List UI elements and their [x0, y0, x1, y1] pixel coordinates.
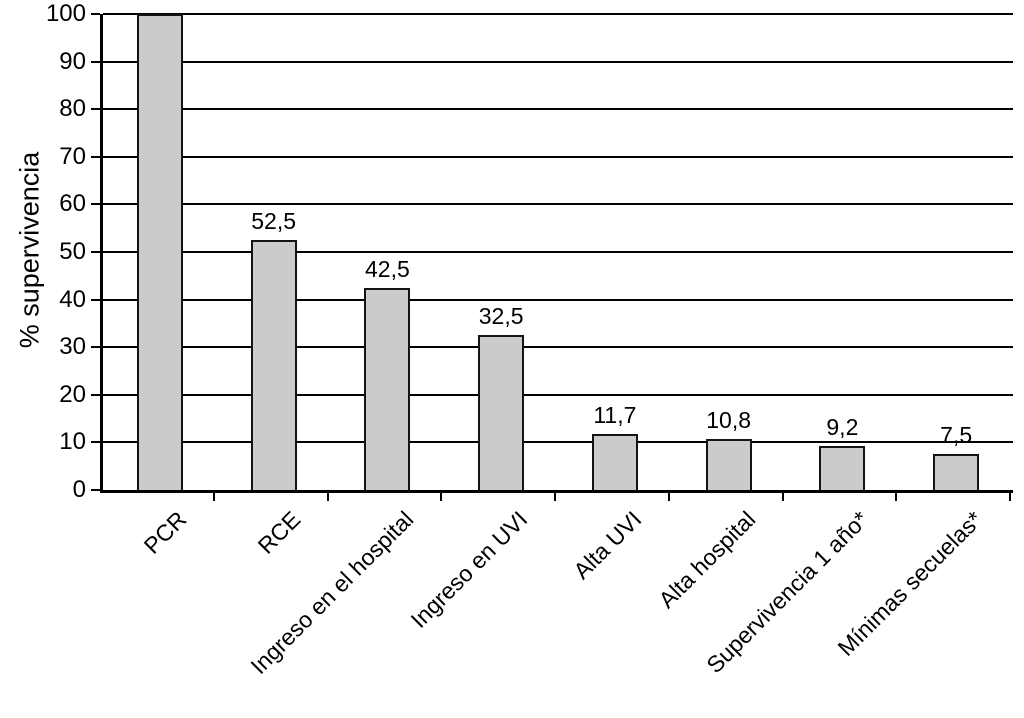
x-axis-label: Supervivencia 1 año* [701, 506, 874, 679]
gridline [103, 346, 1013, 349]
bar-value-label: 7,5 [940, 422, 973, 449]
x-axis-label: RCE [252, 506, 306, 559]
gridline [103, 441, 1013, 444]
y-tick-mark [91, 346, 100, 349]
y-tick-mark [91, 298, 100, 301]
bar [933, 454, 980, 490]
y-tick-mark [91, 203, 100, 206]
bar-value-label: 11,7 [593, 402, 637, 429]
gridline [103, 108, 1013, 111]
y-tick-label: 10 [59, 428, 86, 456]
x-axis-label: Ingreso en el hospital [245, 506, 419, 679]
y-tick-mark [91, 60, 100, 63]
x-axis-label: Mínimas secuelas* [832, 506, 988, 661]
x-axis-label: Ingreso en UVI [405, 506, 533, 633]
y-tick-label: 60 [59, 190, 86, 218]
y-tick-mark [91, 489, 100, 491]
plot-area: 52,5 42,5 32,5 11,7 10,8 9,2 7,5 [100, 13, 1013, 493]
y-tick-label: 30 [59, 333, 86, 361]
x-tick-mark [895, 490, 898, 501]
x-tick-mark [212, 490, 215, 501]
gridline [103, 203, 1013, 206]
x-tick-mark [781, 490, 784, 501]
x-tick-mark [440, 490, 443, 501]
bar [136, 14, 183, 490]
bar-value-label: 10,8 [706, 406, 752, 433]
y-tick-label: 40 [59, 285, 86, 313]
y-tick-mark [91, 251, 100, 253]
x-tick-mark [1009, 490, 1011, 501]
bar-value-label: 9,2 [826, 414, 859, 441]
y-tick-label: 90 [59, 47, 86, 75]
bar [591, 434, 638, 490]
x-tick-mark [554, 490, 556, 501]
bar [478, 335, 525, 490]
y-tick-label: 0 [72, 476, 86, 503]
y-tick-label: 50 [59, 238, 86, 265]
y-tick-label: 70 [59, 142, 86, 170]
y-tick-label: 100 [45, 0, 86, 27]
y-tick-mark [91, 441, 100, 444]
bar [705, 438, 752, 490]
bar [819, 446, 866, 490]
x-axis-label: Alta hospital [653, 506, 761, 613]
bar-value-label: 52,5 [251, 208, 297, 235]
gridline [103, 251, 1013, 253]
x-axis-label: PCR [138, 506, 192, 559]
y-tick-mark [91, 108, 100, 111]
gridline [103, 13, 1013, 15]
bar [250, 240, 297, 490]
y-tick-mark [91, 13, 100, 15]
x-tick-mark [326, 490, 329, 501]
y-tick-label: 20 [59, 380, 86, 408]
x-tick-mark [667, 490, 670, 501]
bar [364, 287, 411, 490]
bar-value-label: 32,5 [478, 303, 524, 330]
x-axis-label: Alta UVI [568, 506, 647, 585]
gridline [103, 155, 1013, 158]
gridline [103, 60, 1013, 63]
bar-value-label: 42,5 [364, 255, 410, 282]
y-tick-mark [91, 155, 100, 158]
y-tick-label: 80 [59, 95, 86, 123]
gridline [103, 393, 1013, 396]
gridline [103, 298, 1013, 301]
y-tick-mark [91, 393, 100, 396]
